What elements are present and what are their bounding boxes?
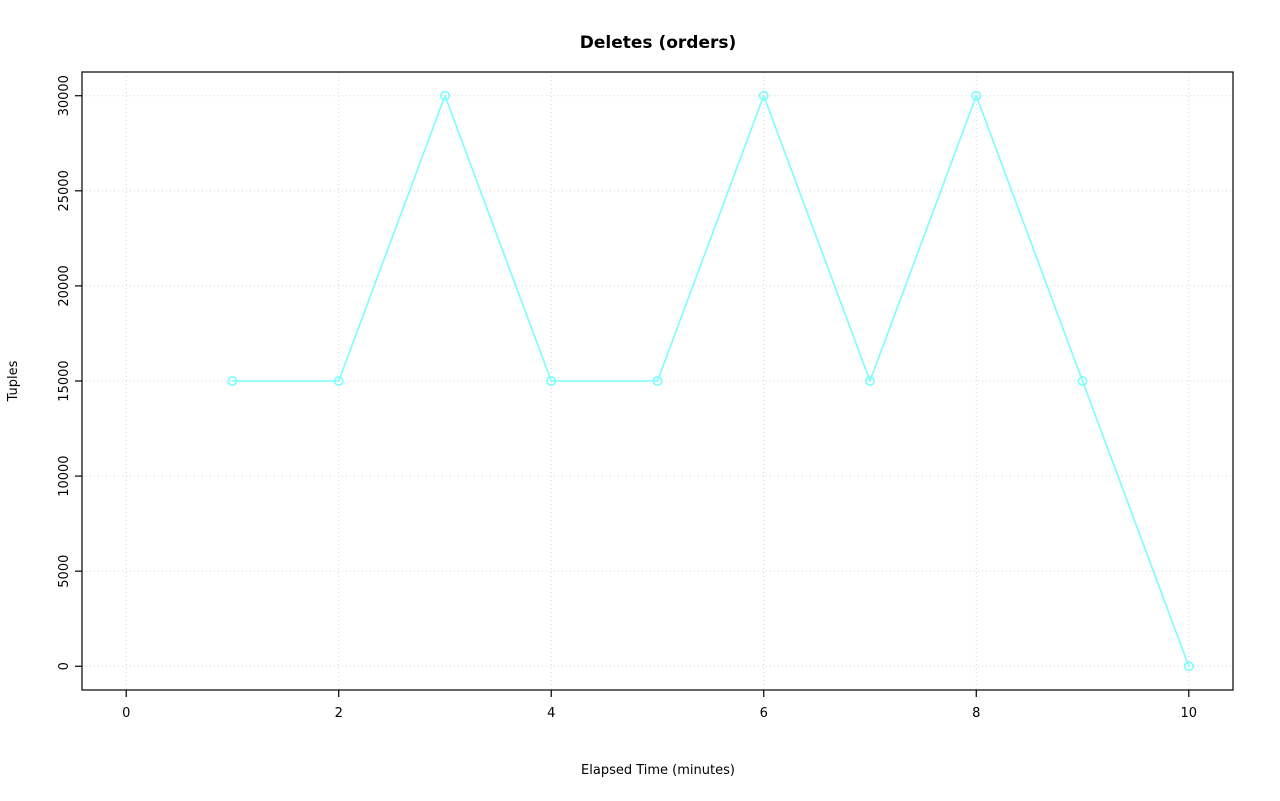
data-series bbox=[227, 90, 1194, 672]
x-tick-label: 6 bbox=[760, 706, 768, 721]
y-axis-label: Tuples bbox=[6, 360, 21, 402]
data-point-marker bbox=[1183, 661, 1194, 672]
y-tick-label: 0 bbox=[57, 662, 72, 670]
data-point-marker bbox=[1077, 375, 1088, 386]
y-tick-label: 25000 bbox=[57, 170, 72, 211]
data-point-marker bbox=[333, 375, 344, 386]
x-tick-label: 0 bbox=[122, 706, 130, 721]
data-point-marker bbox=[439, 90, 450, 101]
x-tick-label: 2 bbox=[335, 706, 343, 721]
data-point-marker bbox=[758, 90, 769, 101]
data-point-marker bbox=[652, 375, 663, 386]
x-tick-label: 8 bbox=[972, 706, 980, 721]
x-tick-label: 4 bbox=[547, 706, 555, 721]
data-point-marker bbox=[227, 375, 238, 386]
y-tick-label: 15000 bbox=[57, 360, 72, 401]
data-point-marker bbox=[546, 375, 557, 386]
y-tick-label: 5000 bbox=[57, 555, 72, 588]
data-point-marker bbox=[971, 90, 982, 101]
y-tick-label: 10000 bbox=[57, 455, 72, 496]
chart-title: Deletes (orders) bbox=[580, 33, 737, 53]
data-point-marker bbox=[865, 375, 876, 386]
y-tick-label: 30000 bbox=[57, 75, 72, 116]
series-line bbox=[231, 94, 1190, 668]
axes: 0 2 4 6 8 10 0 5000 10000 15000 20000 25000 30000 bbox=[57, 71, 1234, 721]
x-axis-label: Elapsed Time (minutes) bbox=[581, 763, 735, 778]
y-tick-label: 20000 bbox=[57, 265, 72, 306]
x-tick-label: 10 bbox=[1181, 706, 1198, 721]
